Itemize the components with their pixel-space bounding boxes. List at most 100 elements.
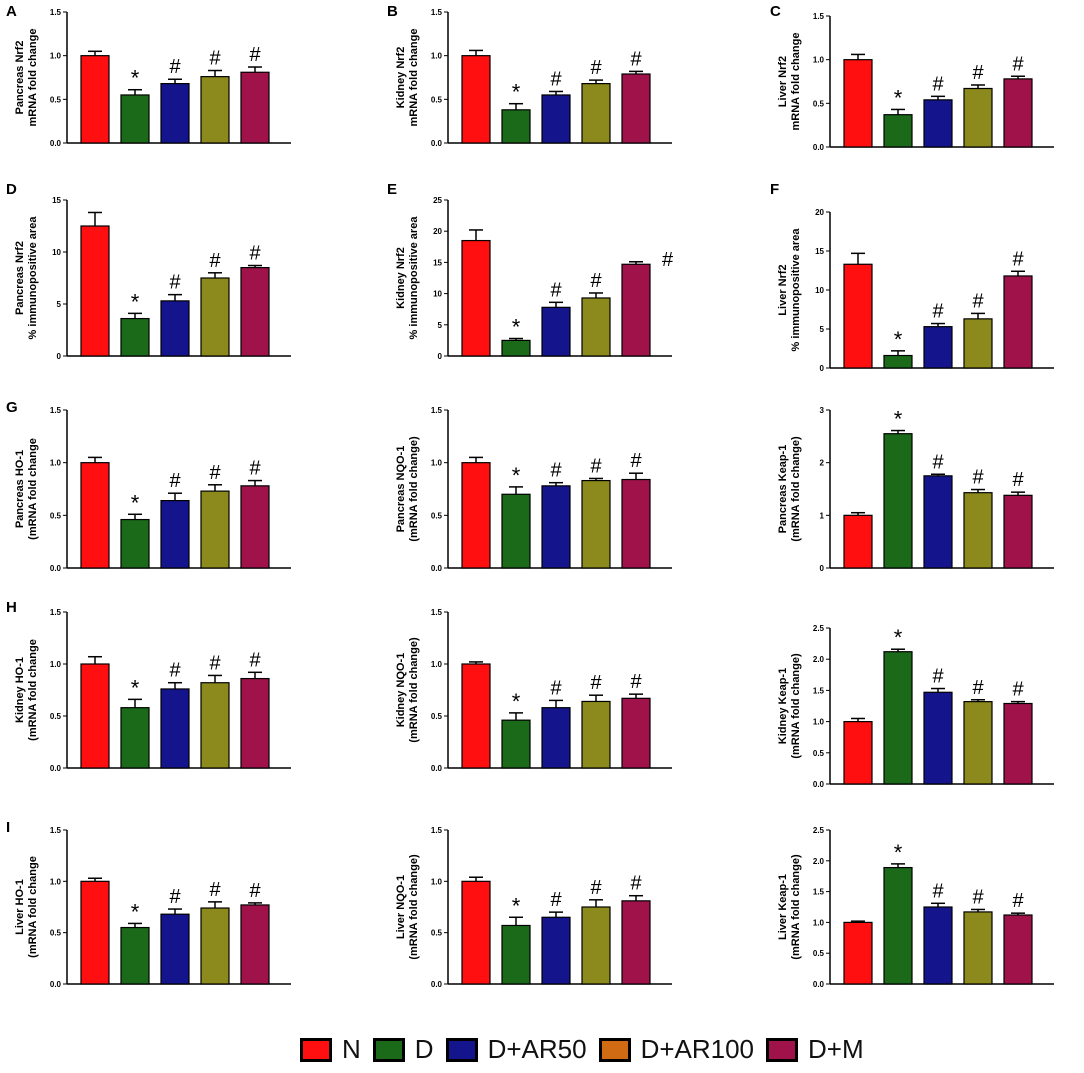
significance-hash: # <box>249 458 261 480</box>
significance-star: * <box>894 85 903 110</box>
bar-n <box>80 225 110 357</box>
bar-n <box>461 880 491 985</box>
y-axis-title: Pancreas Nrf2 <box>14 241 26 315</box>
y-axis-title: (mRNA fold change) <box>790 854 802 960</box>
bar-d-ar100 <box>963 911 993 985</box>
y-tick-label: 1.0 <box>431 877 443 886</box>
significance-hash: # <box>932 880 944 902</box>
significance-hash: # <box>249 649 261 671</box>
significance-star: * <box>131 899 140 924</box>
y-axis-title: Kidney HO-1 <box>14 657 26 723</box>
panel-letter: I <box>6 819 10 836</box>
y-axis-title: (mRNA fold change) <box>408 854 420 960</box>
y-tick-label: 0 <box>820 564 825 573</box>
chart-panel: Kidney NQO-1 (mRNA fold change) 0.0 0.5 1.0 1… <box>395 608 672 773</box>
bar-d <box>120 94 150 144</box>
significance-hash: # <box>1012 890 1024 912</box>
bar-d <box>883 114 913 148</box>
legend-item-d-m: D+M <box>766 1034 864 1065</box>
y-tick-label: 1.5 <box>813 888 825 897</box>
y-tick-label: 0.0 <box>431 980 443 989</box>
bar-d-m <box>621 263 651 357</box>
bar-d-m <box>1003 914 1033 985</box>
y-tick-label: 0.5 <box>50 929 62 938</box>
significance-star: * <box>894 327 903 352</box>
bar-d-ar50 <box>923 99 953 148</box>
bar-d <box>120 926 150 985</box>
legend-label-d-ar100: D+AR100 <box>640 1034 755 1064</box>
y-axis-title: Kidney Keap-1 <box>777 668 789 744</box>
y-axis-title: (mRNA fold change) <box>408 637 420 743</box>
y-axis-title: (mRNA fold change <box>27 438 39 540</box>
y-tick-label: 1.0 <box>813 718 825 727</box>
y-tick-label: 20 <box>815 208 824 217</box>
bar-d-ar100 <box>200 277 230 357</box>
y-axis-title: Pancreas HO-1 <box>14 450 26 528</box>
bar-n <box>843 59 873 148</box>
y-tick-label: 1.5 <box>431 406 443 415</box>
significance-hash: # <box>249 44 261 66</box>
significance-hash: # <box>932 73 944 95</box>
significance-hash: # <box>1012 53 1024 75</box>
bar-d-m <box>621 478 651 569</box>
y-axis-title: (mRNA fold change <box>27 639 39 741</box>
y-tick-label: 2 <box>820 459 825 468</box>
bar-d-ar100 <box>963 87 993 148</box>
y-tick-label: 0 <box>820 364 825 373</box>
y-tick-label: 5 <box>820 325 825 334</box>
y-tick-label: 2.0 <box>813 857 825 866</box>
bar-d-ar100 <box>963 492 993 569</box>
y-tick-label: 5 <box>57 300 62 309</box>
y-axis-title: Kidney Nrf2 <box>395 247 407 309</box>
legend-label-d-m: D+M <box>808 1034 864 1064</box>
legend-item-n: N <box>300 1034 361 1065</box>
bar-d <box>501 339 531 357</box>
y-axis-title: (mRNA fold change) <box>790 436 802 542</box>
y-tick-label: 2.5 <box>813 624 825 633</box>
significance-star: * <box>512 689 521 714</box>
bar-d-m <box>240 677 270 769</box>
y-tick-label: 2.0 <box>813 655 825 664</box>
significance-hash: # <box>1012 248 1024 270</box>
significance-hash: # <box>972 677 984 699</box>
significance-star: * <box>131 490 140 515</box>
y-tick-label: 1.5 <box>431 8 443 17</box>
significance-hash: # <box>972 886 984 908</box>
bar-d-ar50 <box>541 306 571 357</box>
bar-d <box>501 109 531 144</box>
panel-letter: B <box>387 3 398 20</box>
y-axis-title: (mRNA fold change) <box>790 653 802 759</box>
y-tick-label: 1.0 <box>813 56 825 65</box>
legend-item-d: D <box>372 1034 434 1065</box>
y-axis-title: % immunopositive area <box>790 228 802 352</box>
chart-panel: H Kidney HO-1 (mRNA fold change 0.0 0.5 1.0 1.… <box>6 599 291 773</box>
bar-d-ar50 <box>541 707 571 769</box>
bar-n <box>843 263 873 369</box>
y-tick-label: 0.5 <box>813 749 825 758</box>
y-tick-label: 1.5 <box>50 406 62 415</box>
significance-hash: # <box>169 272 181 294</box>
y-axis-title: % immunopositive area <box>27 216 39 340</box>
y-axis-title: mRNA fold change <box>408 29 420 127</box>
y-tick-label: 0.0 <box>50 980 62 989</box>
panel-letter: H <box>6 599 17 616</box>
bar-d <box>501 924 531 985</box>
y-tick-label: 0.5 <box>431 95 443 104</box>
y-tick-label: 0.0 <box>813 780 825 789</box>
y-tick-label: 1.0 <box>50 459 62 468</box>
legend-item-d-ar50: D+AR50 <box>445 1034 587 1065</box>
significance-hash: # <box>1012 679 1024 701</box>
legend-swatch-d-ar50 <box>445 1037 478 1062</box>
legend-swatch-d-ar100 <box>598 1037 631 1062</box>
y-tick-label: 1.5 <box>813 12 825 21</box>
legend-label-d-ar50: D+AR50 <box>487 1034 587 1064</box>
bar-d <box>501 719 531 769</box>
significance-hash: # <box>590 877 602 899</box>
legend-label-n: N <box>342 1034 361 1064</box>
y-tick-label: 15 <box>52 196 61 205</box>
bar-d-ar100 <box>200 490 230 569</box>
y-tick-label: 25 <box>433 196 442 205</box>
bar-d-m <box>1003 702 1033 785</box>
y-tick-label: 10 <box>815 286 824 295</box>
